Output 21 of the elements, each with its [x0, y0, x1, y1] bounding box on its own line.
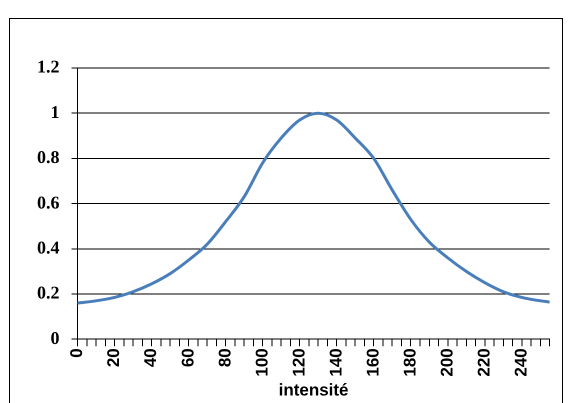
y-tick-label: 0.2	[37, 282, 60, 303]
x-tick-label: 240	[512, 348, 531, 377]
x-tick-label: 160	[363, 348, 382, 377]
x-tick-label: 100	[252, 348, 272, 377]
y-tick-label: 1.2	[37, 56, 60, 77]
y-tick-label: 1	[50, 102, 60, 122]
x-tick-label: 60	[178, 348, 198, 368]
x-tick-label: 220	[474, 348, 494, 377]
x-tick-label: 40	[141, 348, 160, 368]
y-tick-label: 0	[50, 328, 60, 348]
x-tick-label: 20	[104, 348, 124, 368]
x-axis-title: intensité	[278, 380, 349, 400]
y-tick-label: 0.8	[37, 147, 60, 168]
x-tick-label: 0	[67, 348, 86, 358]
x-tick-label: 80	[215, 348, 234, 368]
y-tick-label: 0.6	[37, 192, 60, 212]
x-tick-label: 200	[437, 348, 456, 377]
y-tick-label: 0.4	[37, 237, 60, 258]
x-tick-label: 140	[326, 348, 346, 377]
x-tick-label: 180	[400, 348, 420, 377]
x-tick-label: 120	[289, 348, 308, 377]
